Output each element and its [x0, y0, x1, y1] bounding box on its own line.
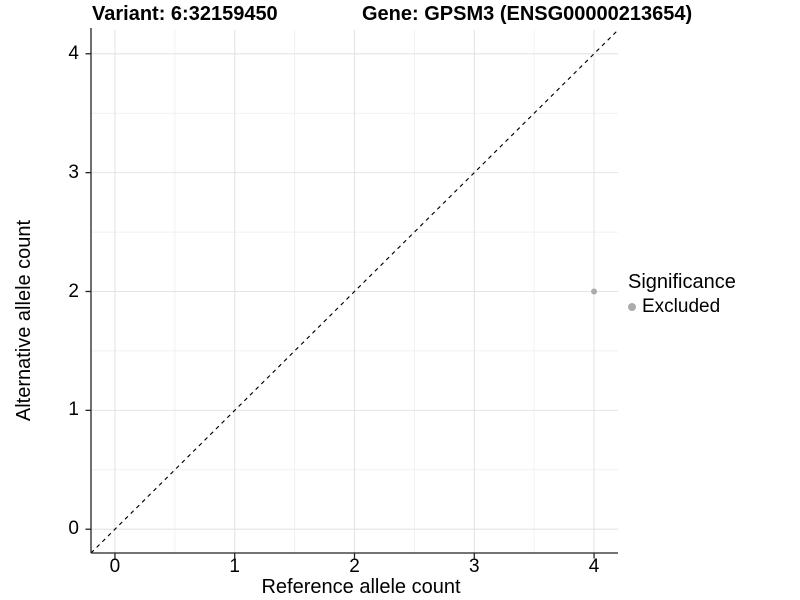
x-tick-label: 3	[468, 556, 480, 577]
legend-item-label: Excluded	[642, 296, 721, 317]
x-tick-label: 2	[349, 556, 360, 577]
x-tick-label: 4	[588, 556, 600, 577]
y-tick-label: 4	[68, 42, 79, 64]
data-point	[591, 288, 598, 295]
x-axis-title: Reference allele count	[261, 576, 461, 598]
y-tick-label: 3	[68, 161, 79, 183]
y-axis-title: Alternative allele count	[13, 219, 36, 421]
y-axis-title-box: Alternative allele count	[3, 60, 47, 580]
legend-item-excluded: Excluded	[628, 296, 736, 317]
plot-title-gene: Gene: GPSM3 (ENSG00000213654)	[362, 3, 693, 25]
legend-title: Significance	[628, 271, 736, 293]
x-tick-label: 1	[229, 556, 240, 577]
y-tick-label: 0	[68, 518, 79, 540]
x-tick-label: 0	[109, 556, 121, 577]
legend-point-icon	[628, 302, 636, 311]
y-tick-label: 1	[68, 399, 79, 421]
plot-title-variant: Variant: 6:32159450	[92, 3, 278, 25]
y-tick-label: 2	[68, 280, 79, 302]
identity-reference-line	[90, 29, 619, 554]
legend: Significance Excluded	[628, 271, 736, 317]
